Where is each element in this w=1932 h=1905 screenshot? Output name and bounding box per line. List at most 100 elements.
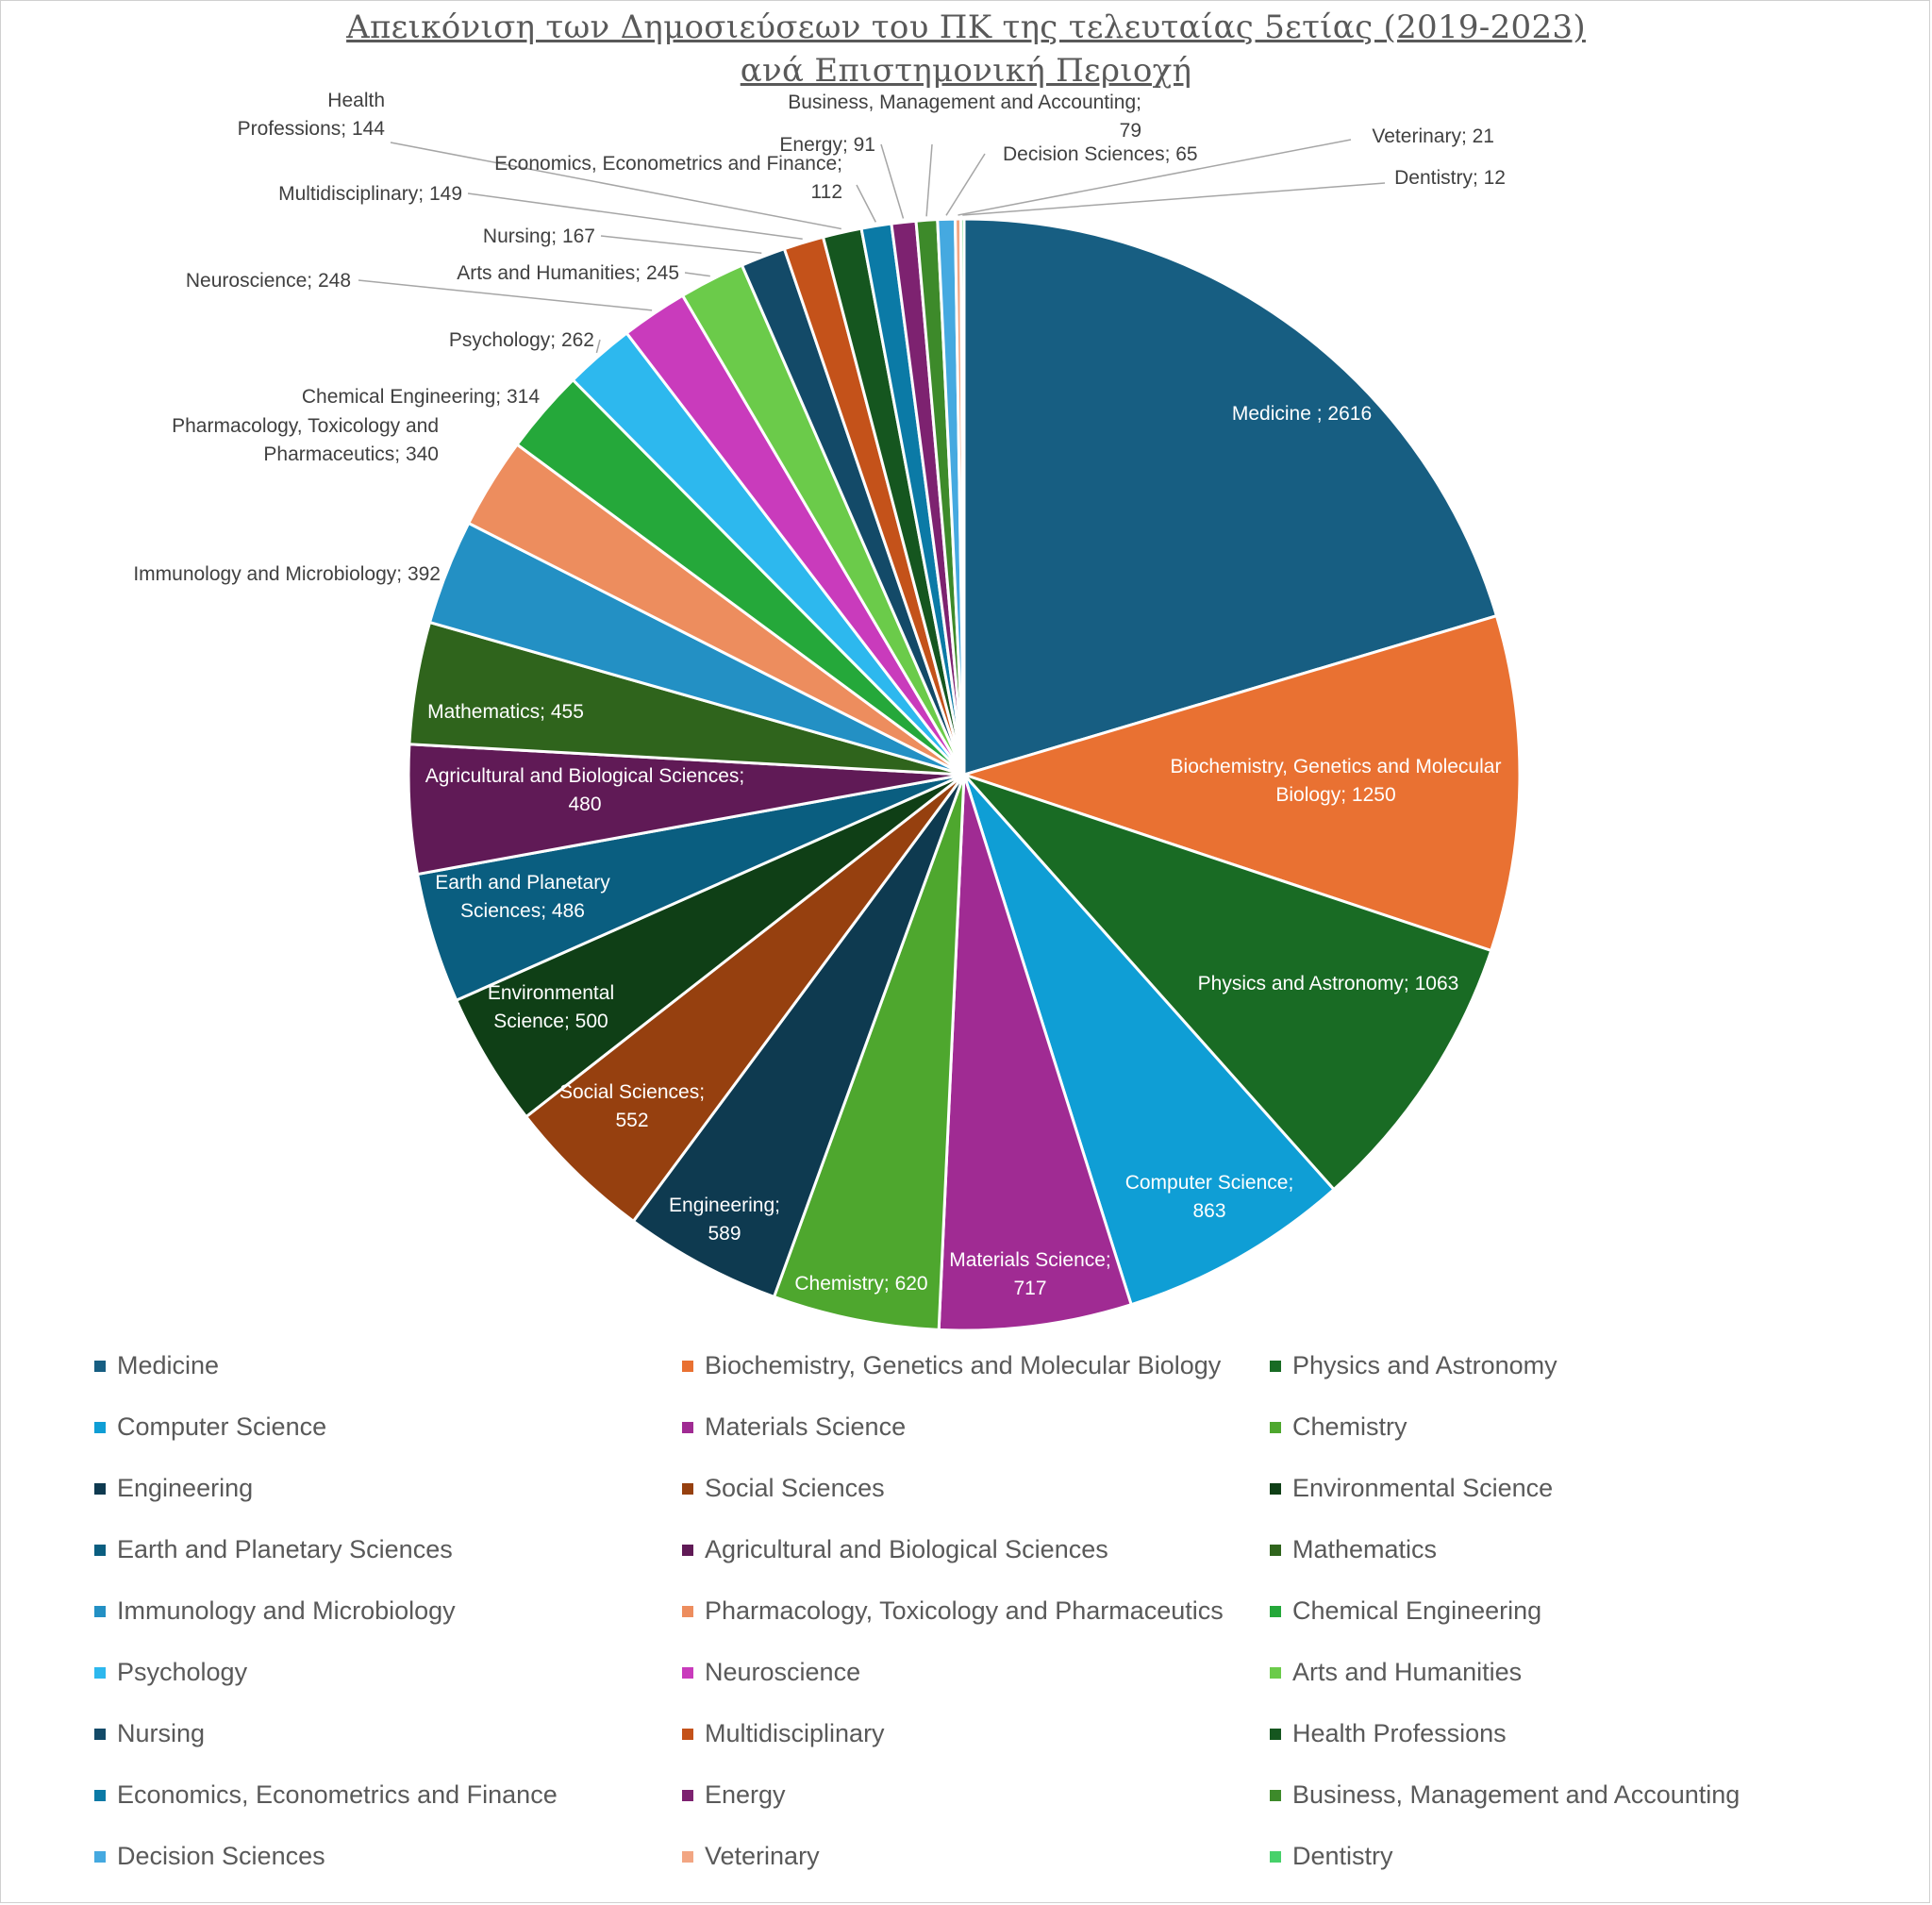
data-label: Pharmacology, Toxicology and Pharmaceutic… — [172, 415, 439, 465]
data-label: Multidisciplinary; 149 — [278, 183, 462, 205]
legend-item: Energy — [682, 1780, 786, 1810]
leader-line — [856, 184, 876, 223]
legend-swatch — [682, 1789, 693, 1801]
data-label: Earth and Planetary Sciences; 486 — [435, 872, 610, 922]
legend-swatch — [682, 1850, 693, 1863]
legend-item: Economics, Econometrics and Finance — [94, 1780, 558, 1810]
legend-item: Decision Sciences — [94, 1842, 325, 1871]
leader-line — [958, 139, 1352, 216]
legend-item: Psychology — [94, 1658, 247, 1687]
legend-swatch — [1270, 1360, 1281, 1372]
leader-line — [390, 142, 841, 230]
data-label: Energy; 91 — [779, 134, 875, 156]
pie-slice-materials-science — [937, 774, 1134, 1332]
legend-label: Engineering — [117, 1474, 254, 1502]
legend-label: Dentistry — [1292, 1842, 1393, 1870]
data-label: Veterinary; 21 — [1372, 125, 1494, 147]
legend-item: Mathematics — [1270, 1535, 1437, 1564]
legend-label: Pharmacology, Toxicology and Pharmaceuti… — [705, 1596, 1224, 1625]
leader-line — [595, 339, 601, 354]
data-label: Health Professions; 144 — [238, 90, 386, 140]
data-label: Chemical Engineering; 314 — [302, 386, 540, 408]
legend-swatch — [94, 1789, 106, 1801]
data-label: Psychology; 262 — [449, 329, 594, 351]
data-label: Medicine ; 2616 — [1232, 403, 1372, 425]
data-label: Chemistry; 620 — [794, 1273, 927, 1295]
legend-item: Veterinary — [682, 1842, 820, 1871]
data-label: Economics, Econometrics and Finance; 112 — [494, 153, 842, 203]
legend-label: Medicine — [117, 1351, 220, 1379]
legend-swatch — [682, 1666, 693, 1679]
legend-swatch — [682, 1728, 693, 1740]
data-label: Immunology and Microbiology; 392 — [133, 563, 441, 585]
legend-label: Psychology — [117, 1658, 248, 1686]
legend-label: Immunology and Microbiology — [117, 1596, 456, 1625]
data-label: Business, Management and Accounting; 79 — [788, 92, 1141, 142]
pie-slice-dentistry — [959, 217, 966, 776]
pie-slice-chemistry — [772, 774, 966, 1331]
legend-item: Multidisciplinary — [682, 1719, 885, 1748]
leader-line — [684, 272, 710, 277]
legend-swatch — [1270, 1850, 1281, 1863]
leader-line — [600, 235, 762, 254]
legend-label: Agricultural and Biological Sciences — [705, 1535, 1108, 1563]
legend-label: Neuroscience — [705, 1658, 861, 1686]
legend-item: Physics and Astronomy — [1270, 1351, 1557, 1380]
legend-label: Multidisciplinary — [705, 1719, 885, 1747]
legend-swatch — [1270, 1789, 1281, 1801]
chart-title-line-1: Απεικόνιση των Δημοσιεύσεων του ΠΚ της τ… — [346, 8, 1586, 46]
legend-item: Computer Science — [94, 1412, 326, 1442]
legend-label: Veterinary — [705, 1842, 820, 1870]
legend-swatch — [682, 1421, 693, 1433]
pie-slice-engineering — [631, 774, 966, 1299]
legend-item: Business, Management and Accounting — [1270, 1780, 1740, 1810]
legend-swatch — [94, 1728, 106, 1740]
data-label: Mathematics; 455 — [427, 701, 584, 723]
data-label: Nursing; 167 — [483, 226, 595, 247]
data-label: Social Sciences; 552 — [559, 1081, 705, 1131]
legend-label: Computer Science — [117, 1412, 327, 1441]
data-label: Computer Science; 863 — [1125, 1172, 1294, 1222]
legend-swatch — [94, 1421, 106, 1433]
legend-item: Immunology and Microbiology — [94, 1596, 456, 1626]
data-label: Biochemistry, Genetics and Molecular Biol… — [1171, 756, 1502, 806]
legend-label: Economics, Econometrics and Finance — [117, 1780, 558, 1809]
data-label: Dentistry; 12 — [1394, 167, 1506, 189]
legend-label: Mathematics — [1292, 1535, 1438, 1563]
legend-swatch — [94, 1605, 106, 1617]
legend-label: Energy — [705, 1780, 786, 1809]
legend-swatch — [682, 1605, 693, 1617]
data-label: Environmental Science; 500 — [488, 982, 614, 1032]
legend-item: Neuroscience — [682, 1658, 860, 1687]
data-label: Decision Sciences; 65 — [1003, 143, 1198, 165]
data-label: Arts and Humanities; 245 — [457, 262, 679, 284]
pie-chart: Medicine ; 2616 Biochemistry, Genetics an… — [133, 90, 1522, 1332]
legend-swatch — [1270, 1728, 1281, 1740]
legend-item: Medicine — [94, 1351, 219, 1380]
leader-line — [880, 143, 905, 219]
legend-item: Earth and Planetary Sciences — [94, 1535, 453, 1564]
data-label: Neuroscience; 248 — [186, 270, 351, 292]
pie-slice-computer-science — [962, 774, 1337, 1307]
legend-label: Biochemistry, Genetics and Molecular Bio… — [705, 1351, 1222, 1379]
legend-item: Environmental Science — [1270, 1474, 1553, 1503]
legend-item: Nursing — [94, 1719, 205, 1748]
leader-line — [358, 279, 653, 311]
legend-label: Nursing — [117, 1719, 206, 1747]
legend-label: Social Sciences — [705, 1474, 885, 1502]
leader-line — [925, 143, 933, 217]
legend-swatch — [682, 1544, 693, 1556]
data-label: Agricultural and Biological Sciences; 480 — [425, 765, 745, 815]
legend-label: Business, Management and Accounting — [1292, 1780, 1740, 1809]
legend-label: Decision Sciences — [117, 1842, 325, 1870]
legend-swatch — [682, 1482, 693, 1495]
legend-swatch — [1270, 1421, 1281, 1433]
legend-swatch — [1270, 1605, 1281, 1617]
legend-item: Chemical Engineering — [1270, 1596, 1541, 1626]
legend-item: Materials Science — [682, 1412, 906, 1442]
legend-swatch — [1270, 1666, 1281, 1679]
legend-item: Biochemistry, Genetics and Molecular Bio… — [682, 1351, 1221, 1380]
legend-swatch — [94, 1360, 106, 1372]
leader-line — [467, 192, 803, 241]
legend-swatch — [682, 1360, 693, 1372]
